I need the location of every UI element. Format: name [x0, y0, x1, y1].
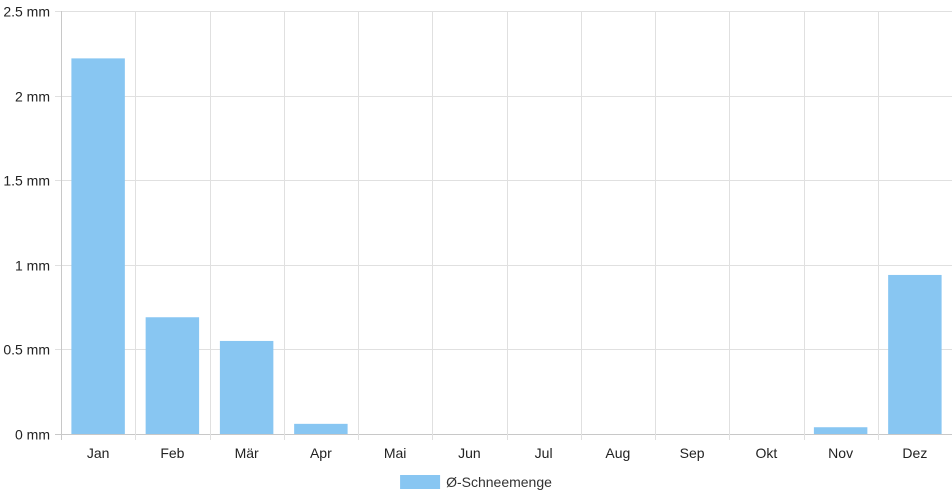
legend-label: Ø-Schneemenge: [446, 474, 552, 490]
bar-dez[interactable]: [888, 274, 942, 434]
y-tick-label: 2 mm: [15, 89, 50, 105]
y-tick-label: 2.5 mm: [3, 4, 50, 20]
bar-jan[interactable]: [71, 58, 125, 434]
legend[interactable]: Ø-Schneemenge: [400, 474, 552, 490]
y-tick-label: 0.5 mm: [3, 342, 50, 358]
x-tick-label: Okt: [755, 445, 777, 461]
x-tick-label: Feb: [160, 445, 184, 461]
y-tick-label: 1 mm: [15, 258, 50, 274]
x-tick-label: Dez: [902, 445, 927, 461]
x-tick-label: Sep: [680, 445, 705, 461]
bar-feb[interactable]: [145, 317, 200, 434]
y-tick-label: 1.5 mm: [3, 173, 50, 189]
x-tick-label: Jun: [458, 445, 481, 461]
x-tick-label: Jul: [535, 445, 553, 461]
y-tick-label: 0 mm: [15, 427, 50, 443]
x-tick-label: Apr: [310, 445, 332, 461]
bar-mär[interactable]: [219, 340, 274, 434]
x-tick-label: Aug: [605, 445, 630, 461]
x-tick-label: Mär: [235, 445, 259, 461]
y-axis-tick-labels: 0 mm 0.5 mm 1 mm 1.5 mm 2 mm 2.5 mm: [3, 4, 50, 443]
bar-series: [71, 58, 942, 434]
bar-nov[interactable]: [813, 427, 868, 434]
legend-swatch: [400, 475, 441, 489]
grid-lines: [55, 11, 952, 440]
x-axis-tick-labels: Jan Feb Mär Apr Mai Jun Jul Aug Sep Okt Nov Dez: [87, 445, 927, 461]
x-tick-label: Mai: [384, 445, 407, 461]
x-tick-label: Jan: [87, 445, 110, 461]
bar-apr[interactable]: [294, 423, 348, 434]
x-tick-label: Nov: [828, 445, 853, 461]
